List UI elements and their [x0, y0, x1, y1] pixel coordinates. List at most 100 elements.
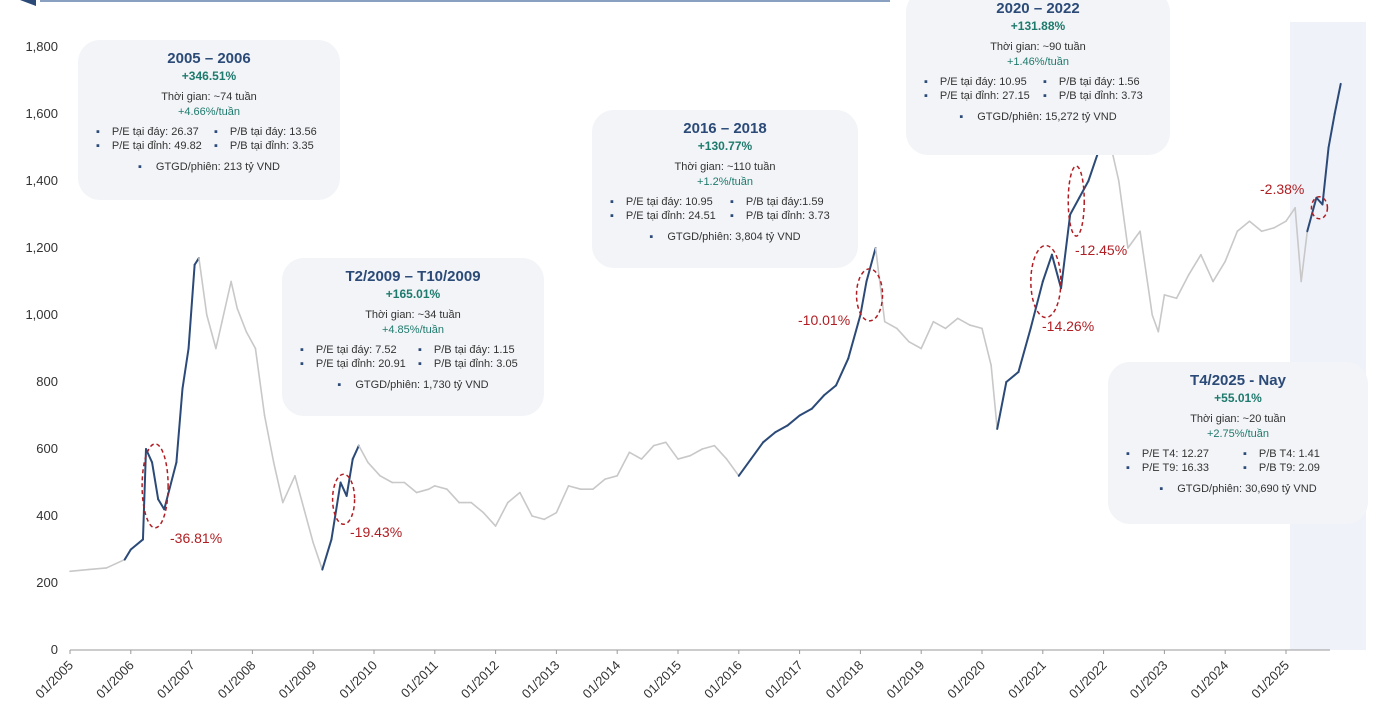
index-segment	[303, 508, 315, 544]
index-segment	[1260, 227, 1275, 233]
x-tick-label: 01/2013	[519, 658, 563, 702]
metric-pb-bottom: P/B tại đáy: 1.15	[418, 344, 526, 356]
box-gtgd: GTGD/phiên: 1,730 tỷ VND	[282, 379, 544, 391]
index-segment	[990, 364, 999, 430]
drawdown-circle	[1030, 244, 1062, 319]
index-segment	[433, 485, 448, 491]
drawdown-circle	[141, 443, 169, 529]
index-segment	[215, 320, 223, 350]
index-segment	[198, 257, 208, 316]
metric-pe-t9: P/E T9: 16.33	[1126, 462, 1233, 474]
index-segment	[555, 485, 570, 514]
index-segment	[628, 451, 643, 460]
box-gtgd: GTGD/phiên: 15,272 tỷ VND	[906, 111, 1170, 123]
box-title: T2/2009 – T10/2009	[345, 268, 481, 285]
x-tick-label: 01/2010	[336, 658, 380, 702]
box-title: 2020 – 2022	[996, 0, 1080, 17]
index-segment	[567, 485, 582, 491]
bull-segment	[774, 424, 789, 434]
metric-pb-bottom: P/B tại đáy:1.59	[730, 196, 840, 208]
metric-pe-bottom: P/E tại đáy: 7.52	[300, 344, 408, 356]
index-segment	[482, 511, 497, 527]
bull-segment	[822, 384, 838, 397]
index-segment	[616, 451, 631, 477]
x-tick-label: 01/2018	[823, 658, 867, 702]
index-segment	[665, 441, 679, 460]
index-segment	[1294, 207, 1302, 283]
index-segment	[883, 320, 898, 330]
index-segment	[470, 501, 485, 514]
x-tick-label: 01/2025	[1248, 658, 1292, 702]
current-period-highlight	[1290, 22, 1366, 650]
bull-segment	[1041, 253, 1053, 283]
bull-segment	[163, 461, 178, 511]
box-gtgd: GTGD/phiên: 213 tỷ VND	[78, 161, 340, 173]
bull-segment	[847, 314, 862, 360]
metric-pb-top: P/B tại đỉnh: 3.35	[214, 140, 322, 152]
index-segment	[357, 444, 369, 464]
y-tick-label: 200	[36, 575, 58, 590]
index-segment	[245, 330, 257, 350]
bull-segment	[1017, 327, 1032, 373]
metric-pe-top: P/E tại đỉnh: 20.91	[300, 358, 408, 370]
bull-segment	[1069, 196, 1081, 216]
x-tick-label: 01/2023	[1127, 658, 1171, 702]
index-segment	[1187, 253, 1202, 276]
metric-pb-top: P/B tại đỉnh: 3.73	[1043, 90, 1152, 102]
drawdown-label: -10.01%	[798, 312, 851, 328]
index-segment	[263, 414, 275, 464]
bull-segment	[339, 481, 348, 497]
x-tick-label: 01/2008	[215, 658, 259, 702]
index-segment	[652, 441, 667, 447]
bull-segment	[996, 381, 1008, 430]
box-gain: +165.01%	[385, 287, 441, 301]
index-segment	[236, 307, 248, 333]
index-segment	[1285, 207, 1296, 222]
index-segment	[69, 568, 90, 573]
bull-segment	[193, 257, 200, 266]
bull-segment	[129, 538, 144, 551]
bull-segment	[141, 448, 147, 541]
metric-pb-bottom: P/B tại đáy: 13.56	[214, 126, 322, 138]
y-tick-label: 0	[51, 642, 58, 657]
info-box-2025: T4/2025 - Nay +55.01% Thời gian: ~20 tuầ…	[1108, 362, 1368, 524]
bull-segment	[835, 357, 850, 387]
index-segment	[932, 320, 947, 330]
x-tick-label: 01/2014	[579, 658, 623, 702]
index-segment	[254, 347, 266, 417]
bull-segment	[749, 441, 765, 461]
index-segment	[1212, 260, 1226, 283]
index-segment	[981, 327, 992, 367]
bull-segment	[181, 347, 190, 390]
bull-segment	[330, 481, 342, 541]
box-duration: Thời gian: ~90 tuần	[990, 41, 1086, 53]
drawdown-label: -2.38%	[1260, 181, 1305, 197]
bull-segment	[145, 448, 154, 464]
bull-segment	[1005, 370, 1020, 383]
index-segment	[956, 317, 971, 326]
index-segment	[1163, 294, 1178, 300]
index-segment	[312, 541, 324, 571]
bull-segment	[1315, 196, 1324, 206]
box-gain: +130.77%	[697, 139, 753, 153]
index-segment	[543, 511, 558, 521]
x-tick-label: 01/2021	[1005, 658, 1049, 702]
drawdown-circle	[1310, 196, 1329, 220]
y-tick-label: 800	[36, 374, 58, 389]
box-title: 2005 – 2006	[167, 50, 251, 67]
index-segment	[427, 485, 436, 491]
metric-pb-bottom: P/B tại đáy: 1.56	[1043, 76, 1152, 88]
bull-segment	[175, 387, 184, 464]
index-segment	[87, 567, 108, 571]
index-segment	[969, 324, 983, 330]
bull-segment	[1029, 280, 1044, 330]
index-segment	[1127, 230, 1141, 249]
index-segment	[379, 474, 394, 484]
index-segment	[701, 444, 716, 450]
index-segment	[230, 280, 238, 310]
bull-segment	[762, 431, 777, 444]
index-segment	[506, 491, 521, 504]
index-segment	[1200, 253, 1214, 283]
bull-segment	[1050, 253, 1063, 290]
box-duration: Thời gian: ~34 tuần	[365, 309, 461, 321]
